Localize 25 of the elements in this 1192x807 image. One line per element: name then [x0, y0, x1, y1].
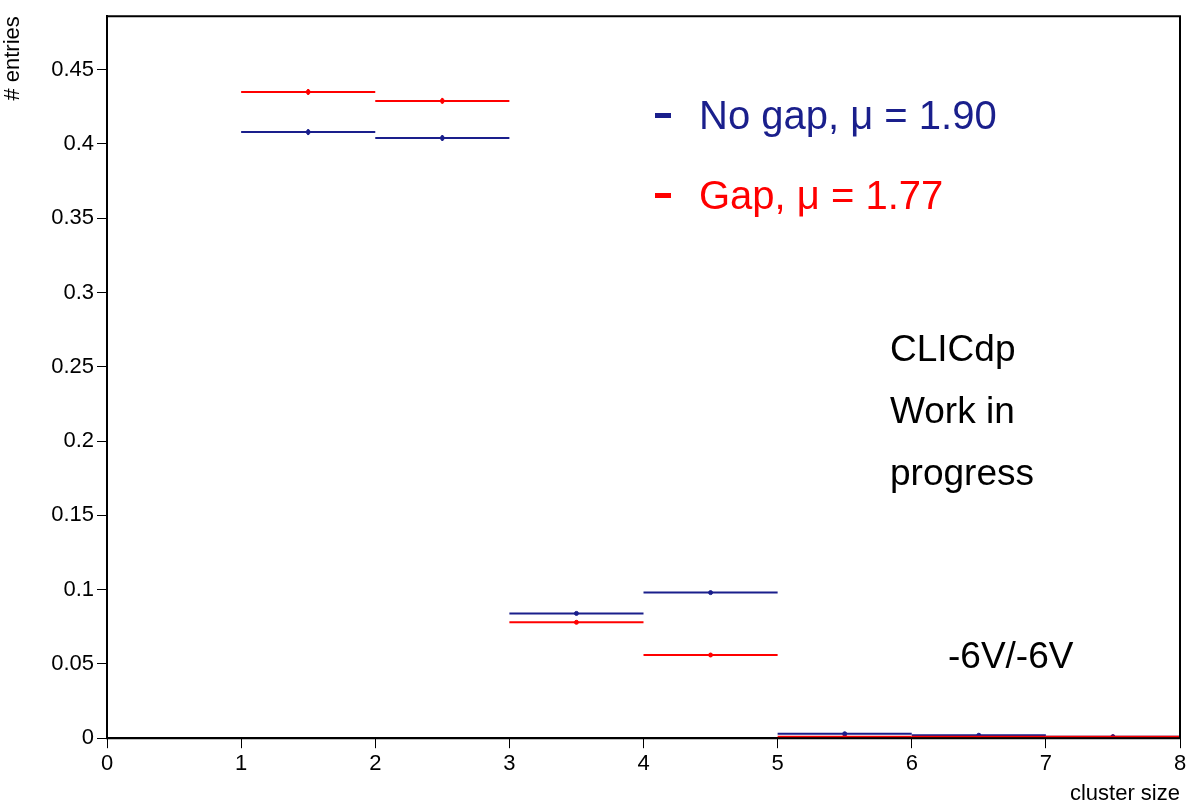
x-tick-label: 1 [235, 750, 248, 776]
x-tick-label: 7 [1039, 750, 1052, 776]
x-tick-label: 5 [771, 750, 784, 776]
x-tick-label: 2 [369, 750, 382, 776]
y-tick-label: 0.15 [51, 501, 94, 527]
x-tick-label: 8 [1173, 750, 1187, 776]
y-tick-label: 0.3 [63, 278, 94, 304]
legend-label: No gap, μ = 1.90 [699, 92, 997, 138]
y-tick-label: 0.05 [51, 649, 94, 675]
annotation: -6V/-6V [948, 634, 1074, 678]
annotation: CLICdp Work in progress [890, 327, 1034, 495]
x-tick-label: 6 [905, 750, 918, 776]
y-tick-label: 0 [81, 724, 94, 750]
legend-label: Gap, μ = 1.77 [699, 172, 944, 218]
x-tick-label: 4 [637, 750, 650, 776]
x-tick-label: 0 [100, 750, 114, 776]
y-tick-label: 0.45 [51, 55, 94, 81]
x-axis-title: cluster size [1069, 779, 1180, 805]
y-tick-label: 0.35 [51, 204, 94, 230]
y-tick-label: 0.2 [63, 427, 94, 453]
y-tick-label: 0.25 [51, 352, 94, 378]
y-tick-label: 0.4 [63, 130, 94, 156]
x-tick-label: 3 [503, 750, 516, 776]
y-tick-label: 0.1 [63, 575, 94, 601]
y-axis-title: # entries [0, 16, 25, 101]
